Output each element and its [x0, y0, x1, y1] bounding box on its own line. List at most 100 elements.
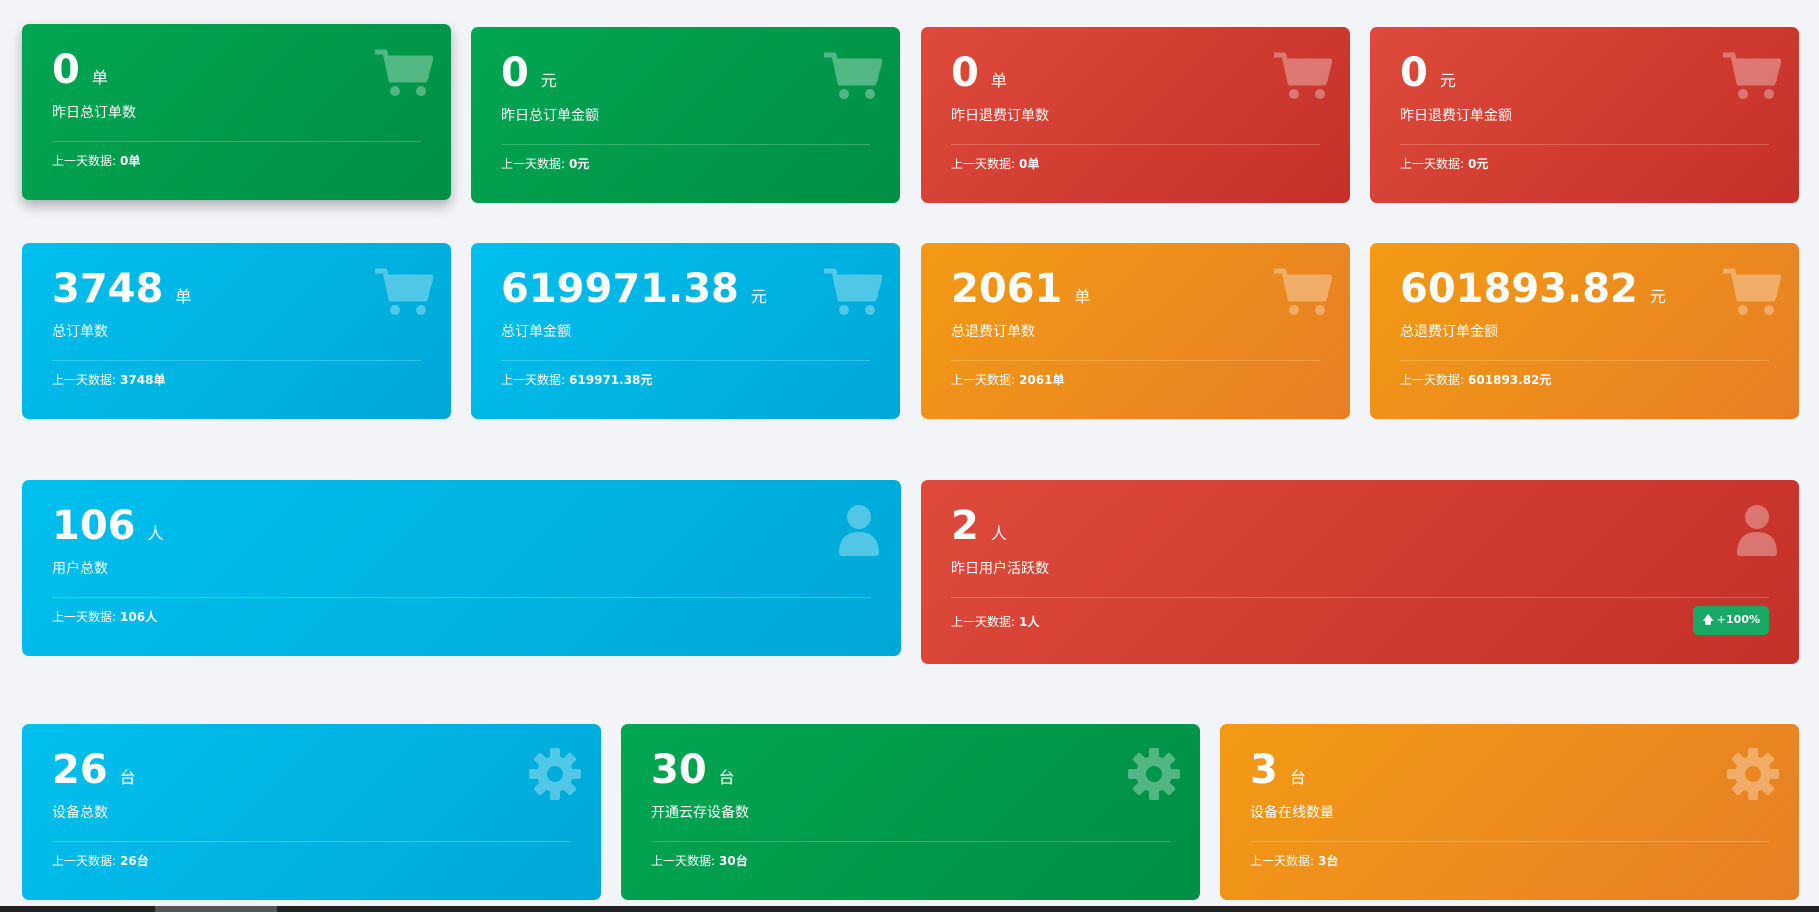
- previous-day-value: 601893.82元: [1468, 373, 1552, 387]
- cart-icon: [822, 267, 883, 321]
- stat-value: 3: [1250, 747, 1278, 793]
- divider: [52, 841, 571, 842]
- previous-day-value: 0单: [1019, 157, 1040, 171]
- previous-day-data: 上一天数据: 0单: [951, 155, 1039, 172]
- stat-value: 601893.82: [1400, 266, 1638, 312]
- previous-day-data: 上一天数据: 106人: [52, 608, 157, 625]
- divider: [1400, 144, 1769, 145]
- previous-day-data: 上一天数据: 2061单: [951, 371, 1064, 388]
- previous-day-label: 上一天数据:: [951, 615, 1016, 629]
- divider: [52, 141, 421, 142]
- cart-icon: [373, 48, 434, 102]
- divider: [951, 360, 1320, 361]
- previous-day-value: 3台: [1318, 854, 1339, 868]
- stat-unit: 元: [1649, 287, 1666, 306]
- stat-value: 2: [951, 503, 979, 549]
- cart-icon: [1721, 267, 1782, 321]
- stat-label: 用户总数: [52, 561, 108, 577]
- divider: [1400, 360, 1769, 361]
- stat-card-total-refund-amount: 601893.82 元 总退费订单金额 上一天数据: 601893.82元: [1370, 243, 1799, 419]
- stat-label: 昨日退费订单数: [951, 108, 1049, 124]
- divider: [651, 841, 1170, 842]
- user-icon: [837, 504, 881, 562]
- divider: [501, 144, 870, 145]
- stat-card-total-refund-orders: 2061 单 总退费订单数 上一天数据: 2061单: [921, 243, 1350, 419]
- divider: [52, 360, 421, 361]
- previous-day-data: 上一天数据: 0单: [52, 152, 140, 169]
- stat-unit: 单: [990, 71, 1007, 90]
- previous-day-label: 上一天数据:: [52, 854, 117, 868]
- previous-day-data: 上一天数据: 0元: [1400, 155, 1488, 172]
- previous-day-data: 上一天数据: 619971.38元: [501, 371, 652, 388]
- previous-day-label: 上一天数据:: [951, 157, 1016, 171]
- stat-card-total-amount: 619971.38 元 总订单金额 上一天数据: 619971.38元: [471, 243, 900, 419]
- previous-day-value: 619971.38元: [569, 373, 653, 387]
- stat-value: 0: [951, 50, 979, 96]
- previous-day-value: 30台: [719, 854, 748, 868]
- scrollbar-thumb[interactable]: [155, 906, 277, 912]
- stat-unit: 人: [990, 524, 1007, 543]
- previous-day-label: 上一天数据:: [1400, 373, 1465, 387]
- divider: [52, 597, 871, 598]
- stat-label: 总订单金额: [501, 324, 571, 340]
- stat-label: 昨日用户活跃数: [951, 561, 1049, 577]
- stat-value: 30: [651, 747, 707, 793]
- gear-icon: [1725, 746, 1781, 806]
- previous-day-value: 0单: [120, 154, 141, 168]
- previous-day-data: 上一天数据: 1人: [951, 613, 1039, 630]
- stat-unit: 单: [175, 287, 192, 306]
- stat-card-total-orders: 3748 单 总订单数 上一天数据: 3748单: [22, 243, 451, 419]
- divider: [951, 144, 1320, 145]
- previous-day-label: 上一天数据:: [1400, 157, 1465, 171]
- stat-label: 总退费订单数: [951, 324, 1035, 340]
- previous-day-label: 上一天数据:: [501, 157, 566, 171]
- growth-badge: 🡅 +100%: [1693, 606, 1769, 635]
- divider: [501, 360, 870, 361]
- previous-day-label: 上一天数据:: [651, 854, 716, 868]
- stat-card-total-users: 106 人 用户总数 上一天数据: 106人: [22, 480, 901, 656]
- previous-day-label: 上一天数据:: [52, 154, 117, 168]
- stat-unit: 元: [1439, 71, 1456, 90]
- previous-day-value: 0元: [1468, 157, 1489, 171]
- cart-icon: [1272, 51, 1333, 105]
- stat-unit: 台: [718, 768, 735, 787]
- cart-icon: [822, 51, 883, 105]
- horizontal-scrollbar[interactable]: [0, 906, 1819, 912]
- stat-card-total-devices: 26 台 设备总数 上一天数据: 26台: [22, 724, 601, 900]
- previous-day-value: 3748单: [120, 373, 166, 387]
- stat-label: 总退费订单金额: [1400, 324, 1498, 340]
- stat-unit: 元: [750, 287, 767, 306]
- previous-day-data: 上一天数据: 30台: [651, 852, 748, 869]
- stat-unit: 台: [1289, 768, 1306, 787]
- previous-day-label: 上一天数据:: [52, 610, 117, 624]
- stat-label: 总订单数: [52, 324, 108, 340]
- stat-label: 昨日退费订单金额: [1400, 108, 1512, 124]
- previous-day-value: 26台: [120, 854, 149, 868]
- cart-icon: [1721, 51, 1782, 105]
- previous-day-data: 上一天数据: 3748单: [52, 371, 165, 388]
- stat-unit: 台: [119, 768, 136, 787]
- gear-icon: [1126, 746, 1182, 806]
- stat-value: 26: [52, 747, 108, 793]
- gear-icon: [527, 746, 583, 806]
- stat-label: 开通云存设备数: [651, 805, 749, 821]
- stat-value: 0: [501, 50, 529, 96]
- previous-day-data: 上一天数据: 3台: [1250, 852, 1338, 869]
- divider: [951, 597, 1769, 598]
- stat-value: 619971.38: [501, 266, 739, 312]
- stat-card-cloud-storage-devices: 30 台 开通云存设备数 上一天数据: 30台: [621, 724, 1200, 900]
- previous-day-label: 上一天数据:: [951, 373, 1016, 387]
- cart-icon: [1272, 267, 1333, 321]
- previous-day-value: 106人: [120, 610, 158, 624]
- previous-day-data: 上一天数据: 601893.82元: [1400, 371, 1551, 388]
- growth-value: +100%: [1716, 613, 1760, 626]
- previous-day-label: 上一天数据:: [1250, 854, 1315, 868]
- user-icon: [1735, 504, 1779, 562]
- stat-value: 3748: [52, 266, 164, 312]
- stat-label: 昨日总订单金额: [501, 108, 599, 124]
